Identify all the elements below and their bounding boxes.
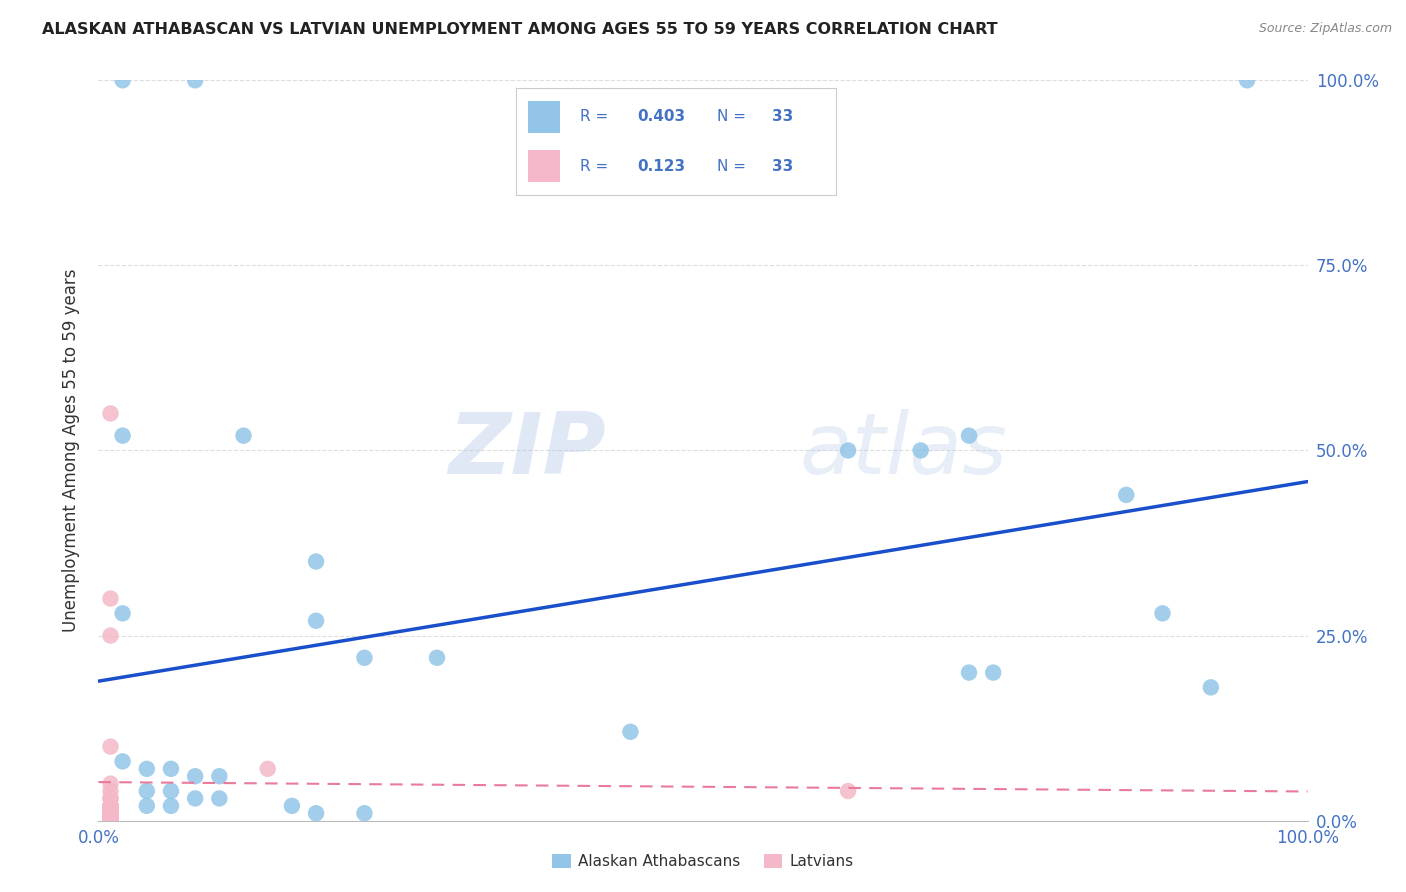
- Point: [100, 591, 122, 606]
- Point: [100, 807, 122, 822]
- Point: [281, 798, 304, 813]
- Point: [1236, 73, 1258, 87]
- Point: [256, 762, 278, 776]
- Point: [100, 806, 122, 821]
- Point: [111, 428, 134, 442]
- Point: [426, 650, 449, 665]
- Text: ZIP: ZIP: [449, 409, 606, 492]
- Point: [100, 811, 122, 825]
- Point: [957, 665, 980, 680]
- Point: [100, 791, 122, 805]
- Point: [100, 809, 122, 823]
- Point: [135, 762, 157, 776]
- Point: [100, 812, 122, 826]
- Point: [160, 798, 183, 813]
- Point: [837, 784, 859, 798]
- Point: [1152, 607, 1174, 621]
- Point: [353, 650, 375, 665]
- Point: [100, 803, 122, 817]
- Point: [100, 807, 122, 822]
- Point: [981, 665, 1004, 680]
- Point: [100, 806, 122, 821]
- Point: [111, 73, 134, 87]
- Point: [184, 769, 207, 783]
- Text: atlas: atlas: [800, 409, 1008, 492]
- Point: [160, 762, 183, 776]
- Point: [1199, 681, 1222, 695]
- Point: [232, 428, 254, 442]
- Point: [100, 739, 122, 754]
- Point: [100, 806, 122, 821]
- Point: [619, 724, 641, 739]
- Point: [208, 769, 231, 783]
- Point: [111, 755, 134, 769]
- Point: [100, 798, 122, 813]
- Point: [100, 806, 122, 821]
- Point: [1115, 488, 1137, 502]
- Point: [100, 798, 122, 813]
- Point: [100, 811, 122, 825]
- Point: [100, 784, 122, 798]
- Point: [100, 803, 122, 817]
- Point: [111, 607, 134, 621]
- Point: [305, 614, 328, 628]
- Point: [305, 806, 328, 821]
- Point: [305, 555, 328, 569]
- Point: [100, 807, 122, 822]
- Point: [910, 443, 932, 458]
- Point: [353, 806, 375, 821]
- Point: [957, 428, 980, 442]
- Point: [184, 73, 207, 87]
- Point: [100, 407, 122, 421]
- Point: [100, 628, 122, 642]
- Point: [100, 812, 122, 826]
- Text: Source: ZipAtlas.com: Source: ZipAtlas.com: [1258, 22, 1392, 36]
- Point: [208, 791, 231, 805]
- Point: [837, 443, 859, 458]
- Point: [100, 798, 122, 813]
- Point: [160, 784, 183, 798]
- Point: [100, 803, 122, 817]
- Point: [100, 812, 122, 826]
- Point: [100, 806, 122, 821]
- Point: [100, 809, 122, 823]
- Point: [100, 776, 122, 791]
- Text: ALASKAN ATHABASCAN VS LATVIAN UNEMPLOYMENT AMONG AGES 55 TO 59 YEARS CORRELATION: ALASKAN ATHABASCAN VS LATVIAN UNEMPLOYME…: [42, 22, 998, 37]
- Point: [100, 798, 122, 813]
- Point: [100, 791, 122, 805]
- Point: [184, 791, 207, 805]
- Y-axis label: Unemployment Among Ages 55 to 59 years: Unemployment Among Ages 55 to 59 years: [62, 268, 80, 632]
- Point: [135, 784, 157, 798]
- Legend: Alaskan Athabascans, Latvians: Alaskan Athabascans, Latvians: [547, 848, 859, 875]
- Point: [135, 798, 157, 813]
- Point: [100, 798, 122, 813]
